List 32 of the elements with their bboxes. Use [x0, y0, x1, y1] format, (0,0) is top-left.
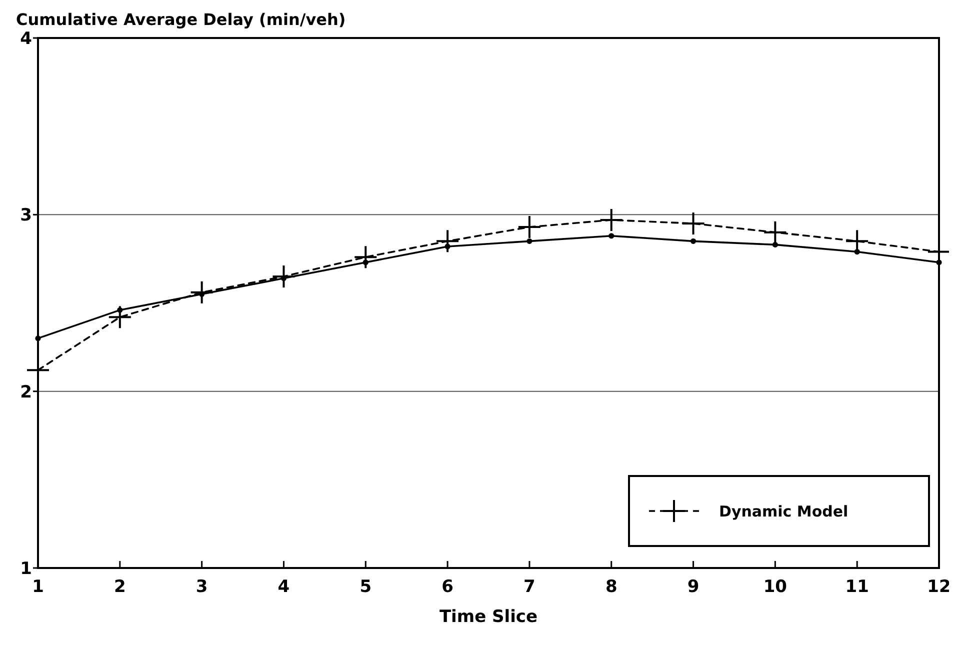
point [518, 216, 540, 238]
point [117, 307, 123, 313]
legend-label: Dynamic Model [719, 502, 848, 520]
x-tick-label: 11 [845, 577, 869, 597]
x-tick-label: 9 [687, 577, 700, 597]
y-tick-label: 1 [20, 558, 32, 579]
point [362, 260, 368, 266]
point [600, 208, 622, 231]
x-tick-label: 7 [524, 577, 536, 597]
point [682, 212, 704, 234]
y-axis-title: Cumulative Average Delay (min/veh) [16, 10, 346, 29]
x-axis-title: Time Slice [439, 607, 538, 627]
point [690, 238, 696, 244]
point [772, 242, 778, 248]
point [35, 336, 41, 342]
x-tick-label: 8 [605, 577, 618, 597]
x-tick-label: 4 [278, 577, 290, 597]
x-tick-label: 6 [442, 577, 454, 597]
x-tick-label: 12 [927, 577, 951, 597]
x-tick-label: 5 [360, 577, 372, 597]
x-tick-label: 2 [114, 577, 126, 597]
point [936, 260, 942, 266]
point [526, 238, 532, 244]
point [444, 244, 450, 250]
y-tick-label: 3 [20, 206, 32, 226]
x-tick-label: 10 [763, 577, 788, 597]
y-tick-label: 4 [20, 28, 32, 49]
y-tick-label: 2 [20, 382, 32, 402]
x-tick-label: 3 [196, 577, 208, 597]
point [764, 221, 786, 244]
point [854, 248, 860, 255]
point [608, 233, 614, 239]
